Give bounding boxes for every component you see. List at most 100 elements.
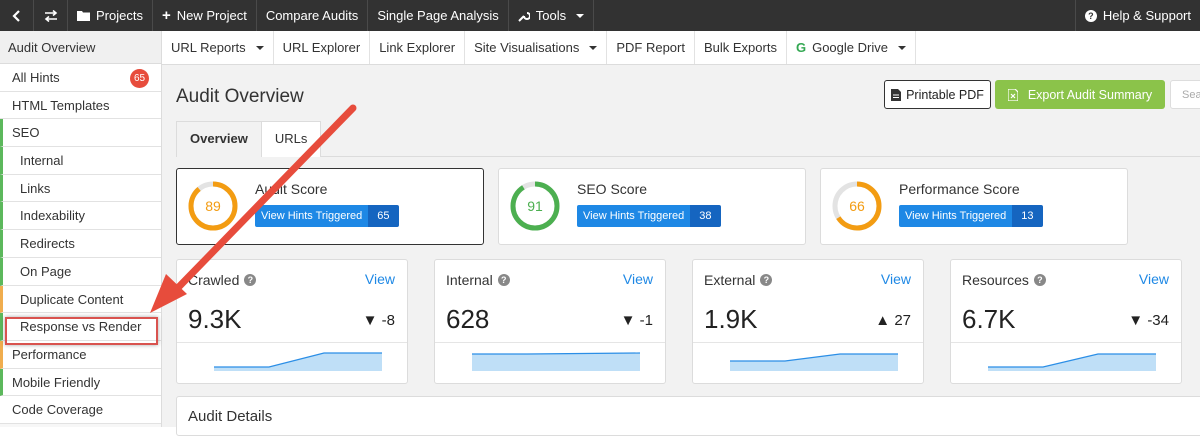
url-reports-label: URL Reports [171,40,246,55]
view-link[interactable]: View [364,271,395,287]
seo-score-value: 91 [527,198,543,214]
compare-audits-button[interactable]: Compare Audits [257,0,369,31]
metric-delta: ▼ -1 [621,312,653,329]
sidebar-item-redirects[interactable]: Redirects [0,230,161,258]
url-reports-menu[interactable]: URL Reports [162,31,274,64]
sidebar-item-duplicate-content[interactable]: Duplicate Content [0,285,161,314]
tools-label: Tools [535,8,567,23]
view-hints-button[interactable]: View Hints Triggered 13 [899,205,1043,227]
printable-pdf-button[interactable]: Printable PDF [884,80,991,109]
sidebar-item-html-templates[interactable]: HTML Templates [0,91,161,120]
tools-menu[interactable]: Tools [509,0,595,31]
sidebar-item-label: Indexability [20,208,86,224]
sparkline [988,353,1156,371]
sidebar-item-code-coverage[interactable]: Code Coverage [0,396,161,424]
export-summary-label: Export Audit Summary [1027,87,1153,102]
help-label: Help & Support [1102,8,1191,23]
seo-score-title: SEO Score [577,181,648,197]
question-icon[interactable]: ? [497,274,510,286]
secondary-navbar: URL Reports URL Explorer Link Explorer S… [162,31,1200,65]
metric-value: 628 [446,304,490,334]
new-project-button[interactable]: + New Project [153,0,257,31]
projects-label: Projects [96,8,143,23]
metric-title-text: External [704,272,756,288]
sidebar-item-seo[interactable]: SEO [0,119,161,148]
performance-score-title: Performance Score [899,181,1020,197]
metric-title-text: Resources [962,272,1029,288]
google-drive-menu[interactable]: G Google Drive [787,31,916,64]
divider [693,342,923,343]
audit-details-panel: Audit Details [176,396,1200,436]
printable-pdf-label: Printable PDF [906,87,984,102]
sidebar-item-mobile-friendly[interactable]: Mobile Friendly [0,368,161,397]
performance-score-ring [832,181,882,231]
sidebar-item-label: HTML Templates [12,97,110,113]
pdf-report-link[interactable]: PDF Report [607,31,695,64]
tab-urls[interactable]: URLs [260,121,322,157]
sidebar-item-indexability[interactable]: Indexability [0,202,161,231]
question-icon[interactable]: ? [244,274,257,286]
sidebar-item-label: Code Coverage [12,402,104,418]
question-circle-icon: ? [1084,9,1097,22]
projects-menu[interactable]: Projects [68,0,153,31]
link-explorer-link[interactable]: Link Explorer [370,31,466,64]
sidebar-item-internal[interactable]: Internal [0,147,161,175]
site-visualisations-menu[interactable]: Site Visualisations [465,31,608,64]
chevron-down-icon [576,13,585,18]
hints-count: 38 [690,205,721,227]
wrench-icon [518,11,530,22]
plus-icon: + [161,7,171,24]
performance-score-value: 66 [849,198,865,214]
back-button[interactable] [0,0,34,31]
search-input[interactable]: Sear [1170,80,1200,109]
new-project-label: New Project [176,8,247,23]
sidebar-item-label: Mobile Friendly [12,374,101,390]
metric-title: Resources? [962,272,1046,288]
delta-arrow-icon: ▼ [620,312,636,329]
view-hints-button[interactable]: View Hints Triggered 38 [577,205,721,227]
question-icon[interactable]: ? [1033,274,1046,286]
export-audit-summary-button[interactable]: Export Audit Summary [995,80,1165,109]
delta-value: -34 [1147,312,1169,329]
seo-score-card[interactable]: 91 SEO Score View Hints Triggered 38 [498,168,806,245]
page-title: Audit Overview [176,86,304,107]
tab-overview[interactable]: Overview [176,121,262,157]
performance-score-card[interactable]: 66 Performance Score View Hints Triggere… [820,168,1128,245]
metric-delta: ▲ 27 [875,312,911,329]
switch-button[interactable] [34,0,68,31]
sparkline [472,352,641,371]
swap-arrows-icon [44,9,57,22]
metric-value: 1.9K [704,304,758,334]
metric-title: Crawled? [188,272,257,288]
sidebar-title[interactable]: Audit Overview [0,31,161,64]
sidebar-item-links[interactable]: Links [0,174,161,203]
sidebar-item-label: All Hints [12,70,60,85]
sidebar-item-all-hints[interactable]: All Hints 65 [0,64,161,92]
metric-delta: ▼ -34 [1128,312,1169,329]
single-page-analysis-button[interactable]: Single Page Analysis [368,0,509,31]
question-icon[interactable]: ? [760,274,773,286]
sidebar-item-on-page[interactable]: On Page [0,257,161,286]
url-explorer-label: URL Explorer [282,40,361,55]
google-g-icon: G [795,40,807,55]
metric-delta: ▼ -8 [363,312,395,329]
view-link[interactable]: View [880,271,911,287]
hints-count-badge: 65 [130,69,149,88]
view-link[interactable]: View [1138,271,1169,287]
metric-title: Internal? [446,272,510,288]
view-hints-button[interactable]: View Hints Triggered 65 [255,205,399,227]
bulk-exports-link[interactable]: Bulk Exports [695,31,787,64]
chevron-down-icon [589,45,598,50]
audit-score-card[interactable]: 89 Audit Score View Hints Triggered 65 [176,168,484,245]
sidebar-item-label: Performance [12,346,87,362]
help-support-button[interactable]: ? Help & Support [1074,0,1200,31]
link-explorer-label: Link Explorer [379,40,456,55]
hints-count: 13 [1012,205,1043,227]
divider [435,342,665,343]
divider [951,342,1181,343]
top-navbar: Projects + New Project Compare Audits Si… [0,0,1200,31]
chevron-down-icon [897,45,906,50]
view-link[interactable]: View [622,271,653,287]
url-explorer-link[interactable]: URL Explorer [274,31,371,64]
sidebar-item-performance[interactable]: Performance [0,340,161,369]
